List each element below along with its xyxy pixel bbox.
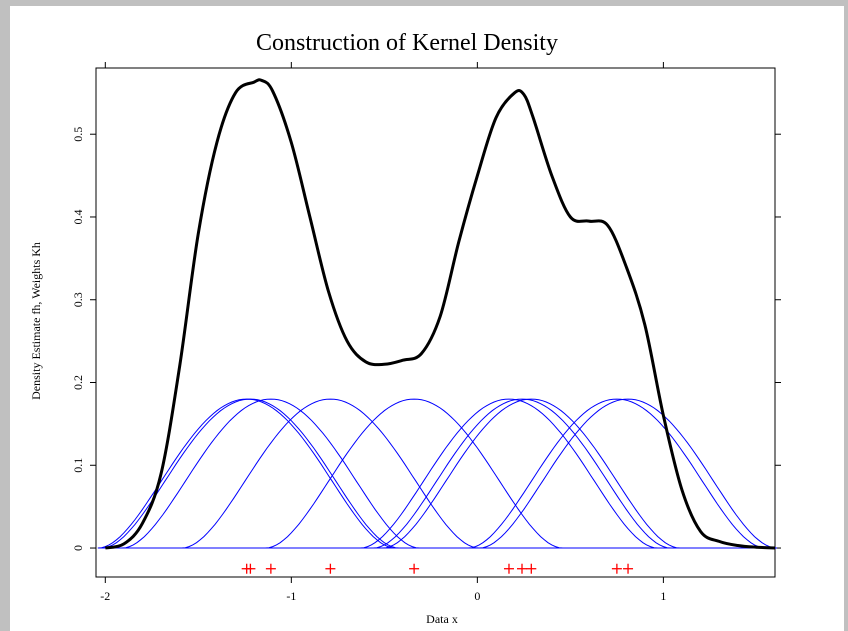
data-point-marker-9 bbox=[623, 563, 634, 574]
data-point-marker-3 bbox=[325, 563, 336, 574]
chart-canvas: Construction of Kernel Density Data x De… bbox=[10, 6, 844, 631]
data-point-marker-6 bbox=[517, 563, 528, 574]
density-estimate-line bbox=[104, 78, 776, 550]
kernel-curve-4 bbox=[265, 398, 563, 549]
y-tick-label-2: 0.2 bbox=[71, 375, 85, 390]
data-point-marker-1 bbox=[245, 563, 256, 574]
data-point-marker-8 bbox=[611, 563, 622, 574]
y-tick-label-1: 0.1 bbox=[71, 458, 85, 473]
data-point-marker-5 bbox=[503, 563, 514, 574]
x-tick-label-3: 1 bbox=[660, 589, 666, 603]
y-axis-label: Density Estimate fh, Weights Kh bbox=[29, 242, 43, 400]
kernel-curve-2 bbox=[121, 398, 420, 549]
kernels-layer bbox=[97, 398, 777, 549]
rug-layer bbox=[241, 563, 634, 574]
kernel-curve-5 bbox=[360, 398, 658, 549]
ticks-layer: -2 -1 0 1 0 0.1 0.2 0.3 0.4 0.5 bbox=[71, 62, 781, 603]
y-tick-label-4: 0.4 bbox=[71, 209, 85, 224]
x-tick-label-2: 0 bbox=[474, 589, 480, 603]
y-tick-label-5: 0.5 bbox=[71, 127, 85, 142]
x-axis-label: Data x bbox=[426, 612, 458, 626]
data-point-marker-4 bbox=[409, 563, 420, 574]
kernel-curve-8 bbox=[468, 398, 766, 549]
y-tick-label-3: 0.3 bbox=[71, 292, 85, 307]
x-tick-label-1: -1 bbox=[286, 589, 296, 603]
y-tick-label-0: 0 bbox=[71, 545, 85, 551]
kernel-density-chart: Construction of Kernel Density Data x De… bbox=[29, 30, 781, 626]
data-point-marker-7 bbox=[526, 563, 537, 574]
plot-border bbox=[95, 67, 776, 578]
chart-title: Construction of Kernel Density bbox=[256, 30, 558, 56]
data-point-marker-2 bbox=[265, 563, 276, 574]
kernel-curve-7 bbox=[382, 398, 681, 549]
kernel-curve-6 bbox=[373, 398, 671, 549]
kernel-curve-9 bbox=[479, 398, 777, 549]
kernel-curve-3 bbox=[181, 398, 480, 549]
x-tick-label-0: -2 bbox=[100, 589, 110, 603]
density-layer bbox=[104, 78, 776, 550]
